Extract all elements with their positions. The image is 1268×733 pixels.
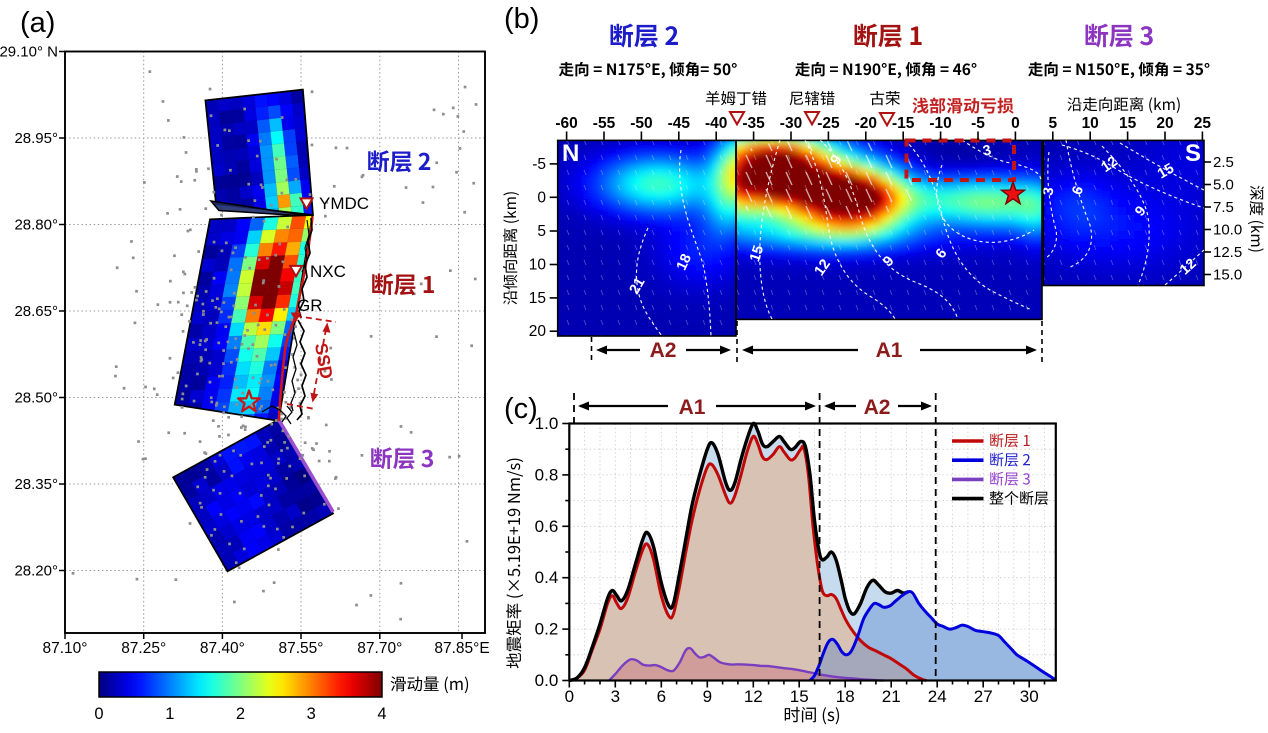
svg-text:21: 21	[882, 687, 901, 706]
svg-text:4: 4	[377, 705, 386, 723]
svg-text:15: 15	[747, 244, 767, 264]
svg-text:-5: -5	[971, 115, 985, 132]
svg-text:1: 1	[165, 705, 174, 723]
svg-text:20: 20	[529, 323, 547, 340]
svg-text:15: 15	[1155, 161, 1177, 183]
svg-text:5.0: 5.0	[1213, 177, 1234, 194]
svg-text:20: 20	[1156, 115, 1173, 132]
svg-text:87.70°: 87.70°	[357, 640, 402, 657]
svg-text:10: 10	[529, 257, 547, 274]
svg-text:YMDC: YMDC	[319, 194, 369, 213]
svg-text:3: 3	[611, 687, 620, 706]
svg-text:15.0: 15.0	[1213, 267, 1242, 284]
svg-text:6: 6	[657, 687, 666, 706]
svg-text:87.85°E: 87.85°E	[434, 640, 489, 657]
svg-text:25: 25	[1194, 115, 1212, 132]
svg-text:24: 24	[928, 687, 947, 706]
svg-text:28.95°: 28.95°	[14, 130, 58, 147]
svg-text:0: 0	[94, 705, 103, 723]
svg-text:2.5: 2.5	[1213, 154, 1234, 171]
svg-text:A2: A2	[864, 396, 891, 419]
svg-text:1.0: 1.0	[535, 414, 559, 433]
svg-text:(a): (a)	[20, 7, 55, 39]
svg-text:21: 21	[627, 275, 649, 297]
svg-text:-25: -25	[817, 115, 840, 132]
svg-text:12: 12	[1099, 154, 1121, 176]
svg-text:A1: A1	[876, 339, 903, 362]
svg-text:-30: -30	[780, 115, 802, 132]
svg-text:3: 3	[307, 705, 316, 723]
svg-text:27: 27	[974, 687, 993, 706]
svg-text:S: S	[1185, 140, 1201, 167]
svg-text:2: 2	[236, 705, 245, 723]
svg-text:87.55°: 87.55°	[279, 640, 324, 657]
svg-text:30: 30	[1020, 687, 1039, 706]
svg-text:0.8: 0.8	[535, 465, 559, 484]
svg-text:5: 5	[537, 223, 546, 240]
svg-text:0.2: 0.2	[535, 620, 559, 639]
svg-text:A2: A2	[650, 339, 677, 362]
svg-text:-10: -10	[929, 115, 951, 132]
svg-text:15: 15	[790, 687, 809, 706]
svg-text:10.0: 10.0	[1213, 222, 1242, 239]
svg-text:(c): (c)	[504, 393, 538, 425]
svg-text:28.20°: 28.20°	[14, 563, 58, 580]
svg-text:5: 5	[1048, 115, 1057, 132]
svg-text:0.4: 0.4	[535, 568, 559, 587]
svg-text:N: N	[562, 140, 579, 167]
svg-text:-5: -5	[532, 156, 546, 173]
svg-text:0: 0	[1011, 115, 1020, 132]
svg-text:18: 18	[836, 687, 855, 706]
svg-text:-15: -15	[892, 115, 915, 132]
svg-text:-35: -35	[742, 115, 765, 132]
svg-text:GR: GR	[297, 296, 323, 315]
svg-text:18: 18	[674, 252, 695, 273]
svg-text:-60: -60	[555, 115, 577, 132]
svg-text:-20: -20	[855, 115, 877, 132]
svg-text:87.25°: 87.25°	[121, 640, 166, 657]
svg-text:15: 15	[529, 290, 546, 307]
svg-text:3: 3	[1041, 186, 1058, 196]
svg-text:0: 0	[537, 189, 546, 206]
svg-text:12: 12	[744, 687, 763, 706]
svg-text:-45: -45	[668, 115, 691, 132]
svg-text:10: 10	[1082, 115, 1099, 132]
svg-text:9: 9	[703, 687, 712, 706]
svg-text:-55: -55	[593, 115, 616, 132]
svg-text:(b): (b)	[504, 3, 539, 35]
svg-text:0.0: 0.0	[535, 671, 559, 690]
svg-text:12.5: 12.5	[1213, 244, 1242, 261]
svg-text:28.35°: 28.35°	[14, 476, 58, 493]
svg-text:3: 3	[982, 142, 993, 159]
svg-text:7.5: 7.5	[1213, 199, 1234, 216]
svg-text:0.6: 0.6	[535, 517, 559, 536]
svg-text:12: 12	[812, 257, 834, 279]
svg-text:87.10°: 87.10°	[43, 640, 88, 657]
svg-text:15: 15	[1119, 115, 1137, 132]
svg-text:87.40°: 87.40°	[200, 640, 245, 657]
svg-text:A1: A1	[679, 396, 706, 419]
svg-text:28.80°: 28.80°	[14, 217, 58, 234]
svg-text:29.10° N: 29.10° N	[0, 44, 58, 61]
svg-text:-50: -50	[630, 115, 652, 132]
svg-text:28.65°: 28.65°	[14, 303, 58, 320]
svg-text:28.50°: 28.50°	[14, 390, 58, 407]
svg-text:0: 0	[565, 687, 574, 706]
svg-text:NXC: NXC	[310, 262, 346, 281]
svg-text:-40: -40	[705, 115, 727, 132]
